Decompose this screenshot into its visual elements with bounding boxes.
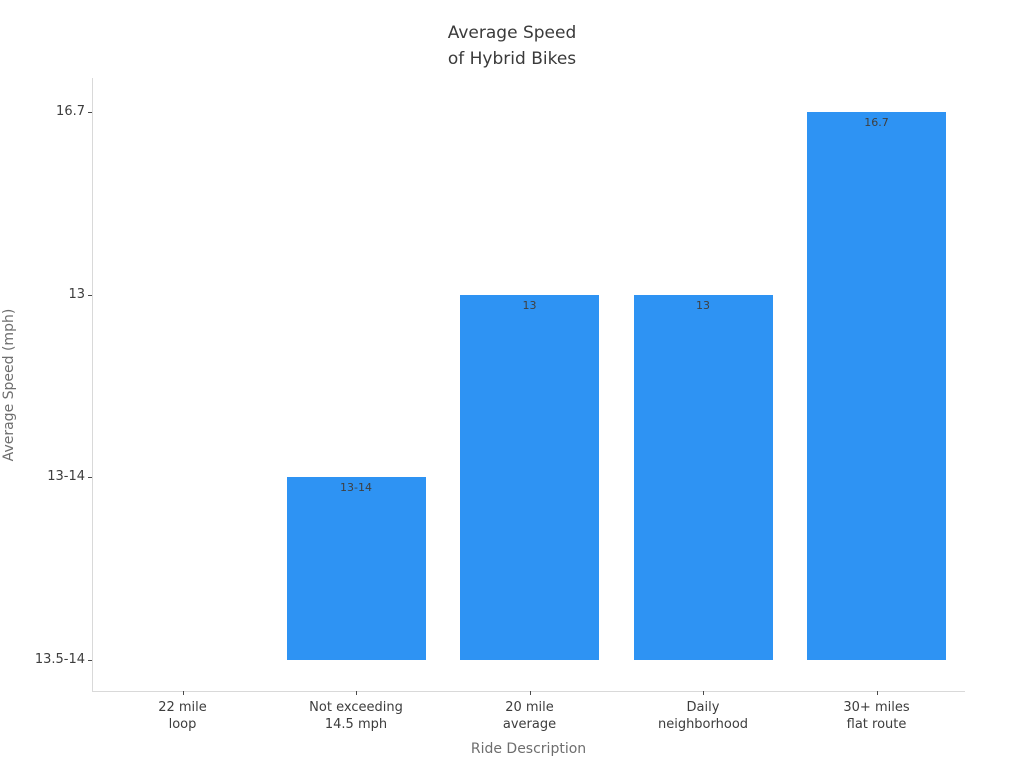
y-tick-mark [88,660,92,661]
y-tick-label: 13 [68,286,85,302]
y-tick-label: 16.7 [56,103,85,119]
x-tick-label-line: Daily [686,700,720,715]
bar-value-label: 13 [696,298,710,312]
x-tick-mark [703,691,704,695]
bar: 13 [460,294,599,660]
x-tick-mark [182,691,184,695]
x-tick-label-line: 14.5 mph [324,717,388,732]
x-tick-label: 22 mile loop [158,699,207,733]
x-axis-label: Ride Description [470,741,587,757]
x-tick-label-line: 22 mile [158,700,207,715]
chart-title-line-2: of Hybrid Bikes [447,49,577,69]
y-tick-mark [88,294,92,296]
x-tick-label-line: flat route [846,717,907,732]
x-tick-mark [876,691,878,695]
y-tick-label: 13-14 [47,469,85,485]
bar: 13 [633,294,773,660]
x-tick-label-line: loop [168,717,197,732]
x-tick-mark [529,691,531,695]
y-tick-label: 13.5-14 [34,652,85,667]
x-tick-label-line: neighborhood [657,717,749,732]
chart-title-line-1: Average Speed [447,23,577,43]
x-tick-label-line: 30+ miles [843,700,910,715]
x-tick-label: 30+ miles flat route [843,699,909,733]
x-tick-label: Daily neighborhood [658,699,748,733]
x-tick-label-line: average [502,717,557,732]
x-tick-label: Not exceeding 14.5 mph [309,699,403,733]
x-tick-label-line: 20 mile [505,700,554,715]
chart-title: Average Speed of Hybrid Bikes [0,20,1024,72]
y-tick-mark [88,111,92,113]
bar-value-label: 16.7 [864,115,889,129]
y-axis-label: Average Speed (mph) [1,308,17,462]
bar-value-label: 13 [522,298,537,312]
bar: 16.7 [807,111,946,660]
x-tick-label: 20 mile average [503,699,556,733]
bar: 13-14 [286,477,426,660]
plot-area: 13.5-14 13-14 13 16.7 22 mile loop Not exceedi… [35,78,965,732]
y-tick-mark [88,477,92,479]
x-tick-mark [356,691,357,695]
x-tick-label-line: Not exceeding [309,700,403,715]
bar-value-label: 13-14 [340,481,372,495]
